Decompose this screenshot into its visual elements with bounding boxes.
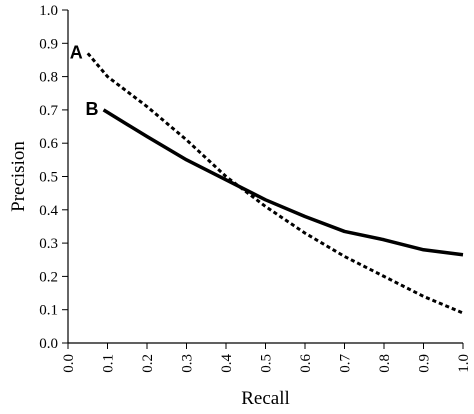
y-tick-label: 0.2 — [39, 269, 58, 285]
x-tick-label: 0.4 — [219, 354, 235, 373]
y-tick-label: 0.1 — [39, 303, 58, 319]
x-tick-label: 0.0 — [61, 354, 77, 373]
x-tick-label: 0.3 — [180, 354, 196, 373]
x-tick-label: 0.7 — [338, 354, 354, 373]
x-axis-title: Recall — [241, 388, 290, 409]
y-tick-label: 0.3 — [39, 236, 58, 252]
y-tick-label: 0.5 — [39, 170, 58, 186]
y-axis-title: Precision — [8, 141, 29, 212]
y-tick-label: 0.8 — [39, 70, 58, 86]
x-tick-label: 0.5 — [259, 354, 275, 373]
y-tick-label: 0.4 — [39, 203, 58, 219]
y-tick-label: 0.7 — [39, 103, 58, 119]
y-tick-label: 0.9 — [39, 36, 58, 52]
x-tick-label: 0.9 — [417, 354, 433, 373]
y-tick-label: 0.0 — [39, 336, 58, 352]
labels: Recall Precision — [8, 141, 290, 409]
x-tick-label: 0.2 — [140, 354, 156, 373]
ticks: 0.0 0.1 0.2 0.3 0.4 0.5 0.6 0.7 0.8 0.9 1.0 0.0 0.1 0… — [39, 3, 472, 373]
x-tick-label: 1.0 — [456, 354, 472, 373]
series-label-a: A — [70, 42, 83, 62]
y-tick-label: 1.0 — [39, 3, 58, 19]
series-line-a — [86, 52, 464, 315]
x-tick-label: 0.6 — [298, 354, 314, 373]
x-tick-label: 0.8 — [377, 354, 393, 373]
y-tick-label: 0.6 — [39, 136, 58, 152]
series-line-b — [102, 108, 464, 257]
series-layer: AB — [70, 42, 464, 315]
x-tick-label: 0.1 — [101, 354, 117, 373]
axes — [67, 10, 463, 344]
series-label-b: B — [86, 99, 99, 119]
